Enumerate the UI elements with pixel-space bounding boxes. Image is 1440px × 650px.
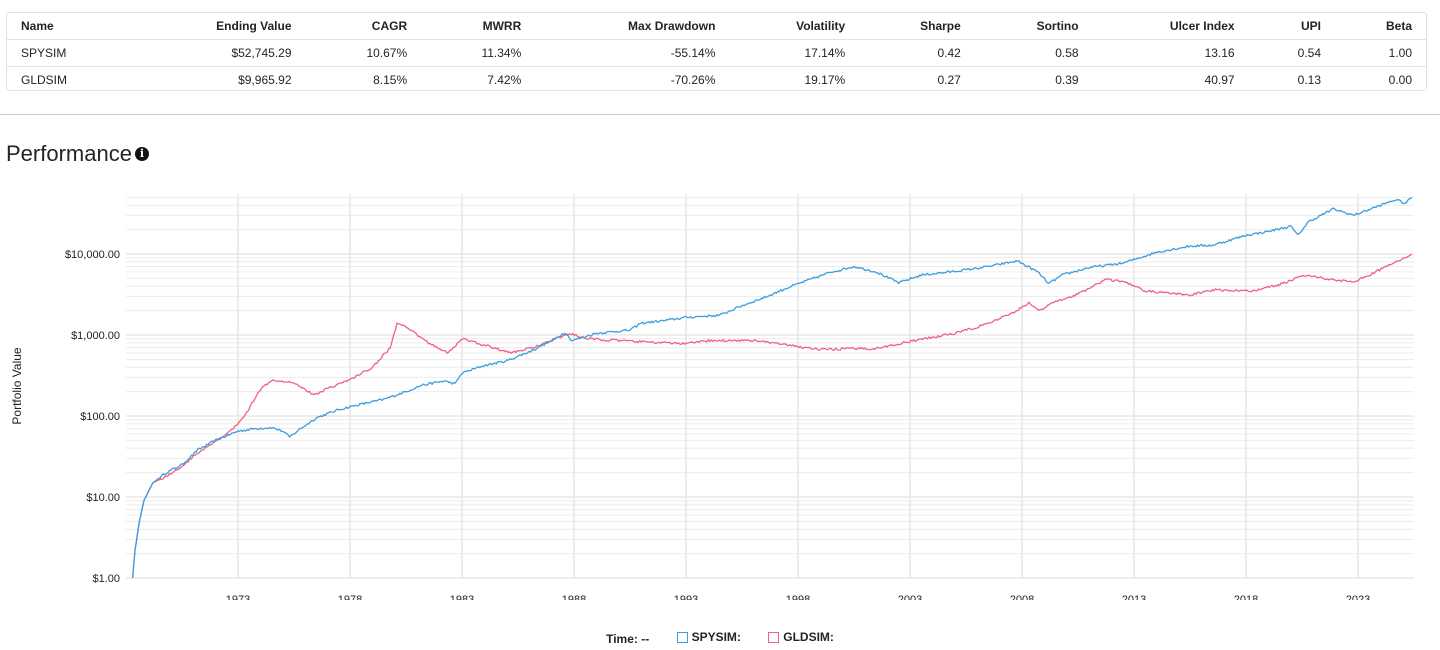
series-line-spysim: [132, 196, 1413, 579]
x-tick-label: 1993: [674, 594, 698, 600]
performance-heading: Performance i: [6, 140, 149, 168]
stats-header-row: Name Ending Value CAGR MWRR Max Drawdown Vola…: [7, 13, 1426, 40]
column-header-mwrr[interactable]: MWRR: [482, 19, 522, 33]
x-tick-label: 2013: [1122, 594, 1146, 600]
table-cell: 0.27: [859, 66, 975, 93]
legend-time: Time: --: [606, 632, 649, 646]
table-cell: 0.00: [1335, 66, 1426, 93]
table-cell: 19.17%: [729, 66, 860, 93]
series-line-gldsim: [132, 253, 1413, 579]
table-cell: 40.97: [1092, 66, 1249, 93]
x-tick-label: 2018: [1234, 594, 1258, 600]
x-tick-label: 2008: [1010, 594, 1034, 600]
legend-swatch-gldsim: [768, 631, 780, 643]
column-header-upi[interactable]: UPI: [1301, 19, 1322, 33]
x-tick-label: 1973: [226, 594, 250, 600]
column-header-ending-value[interactable]: Ending Value: [216, 19, 292, 33]
legend-label-spysim: SPYSIM:: [691, 630, 741, 644]
y-axis-label: Portfolio Value: [10, 347, 24, 424]
table-row: SPYSIM $52,745.29 10.67% 11.34% -55.14% 17.14…: [7, 39, 1426, 67]
column-header-volatility[interactable]: Volatility: [796, 19, 846, 33]
column-header-ulcer-index[interactable]: Ulcer Index: [1169, 19, 1235, 33]
table-cell: 10.67%: [305, 39, 422, 67]
info-circle-icon[interactable]: i: [134, 147, 149, 161]
legend-swatch-spysim: [676, 631, 688, 643]
performance-chart[interactable]: $1.00 $10.00 $100.00 $1,000.00 $10,000.00 197…: [0, 180, 1440, 600]
table-cell: 8.15%: [305, 66, 422, 93]
table-cell: -70.26%: [535, 66, 730, 93]
column-header-name[interactable]: Name: [21, 19, 54, 33]
column-header-sortino[interactable]: Sortino: [1036, 19, 1079, 33]
x-tick-label: 2003: [898, 594, 922, 600]
legend-time-value: --: [641, 631, 650, 646]
table-cell: 0.58: [974, 39, 1093, 67]
table-cell: 0.54: [1248, 39, 1336, 67]
stats-table-card: Name Ending Value CAGR MWRR Max Drawdown Vola…: [6, 12, 1427, 93]
chart-legend: Time: -- SPYSIM: GLDSIM:: [0, 630, 1440, 646]
table-cell: $52,745.29: [131, 39, 306, 67]
table-cell: SPYSIM: [7, 39, 132, 67]
y-tick-label: $10,000.00: [65, 249, 120, 261]
y-tick-label: $1.00: [92, 573, 120, 585]
x-tick-label: 1983: [450, 594, 474, 600]
table-cell: 0.13: [1248, 66, 1336, 93]
performance-title: Performance: [6, 141, 132, 166]
x-tick-label: 1978: [338, 594, 362, 600]
table-cell: 13.16: [1092, 39, 1249, 67]
column-header-cagr[interactable]: CAGR: [371, 19, 408, 33]
section-divider: [0, 114, 1440, 115]
table-cell: 1.00: [1335, 39, 1426, 67]
table-cell: -55.14%: [535, 39, 730, 67]
table-cell: 0.42: [859, 39, 975, 67]
table-cell: $9,965.92: [131, 66, 306, 93]
table-cell: 11.34%: [421, 39, 536, 67]
column-header-beta[interactable]: Beta: [1385, 19, 1412, 33]
legend-item-spysim[interactable]: SPYSIM:: [676, 630, 741, 644]
column-header-sharpe[interactable]: Sharpe: [920, 19, 961, 33]
stats-body: SPYSIM $52,745.29 10.67% 11.34% -55.14% 17.14…: [7, 39, 1426, 93]
y-tick-label: $100.00: [80, 411, 120, 423]
column-header-max-drawdown[interactable]: Max Drawdown: [628, 19, 716, 33]
legend-time-label: Time:: [606, 631, 638, 646]
stats-table: Name Ending Value CAGR MWRR Max Drawdown Vola…: [7, 13, 1426, 93]
y-tick-label: $1,000.00: [71, 330, 120, 342]
legend-label-gldsim: GLDSIM:: [783, 630, 834, 644]
table-row: GLDSIM $9,965.92 8.15% 7.42% -70.26% 19.17% 0.…: [7, 66, 1426, 93]
legend-item-gldsim[interactable]: GLDSIM:: [768, 630, 834, 644]
x-tick-label: 1988: [562, 594, 586, 600]
x-tick-label: 1998: [786, 594, 810, 600]
table-cell: GLDSIM: [7, 66, 132, 93]
table-cell: 17.14%: [729, 39, 860, 67]
table-cell: 0.39: [974, 66, 1093, 93]
table-cell: 7.42%: [421, 66, 536, 93]
y-tick-label: $10.00: [86, 492, 120, 504]
x-tick-label: 2023: [1346, 594, 1370, 600]
